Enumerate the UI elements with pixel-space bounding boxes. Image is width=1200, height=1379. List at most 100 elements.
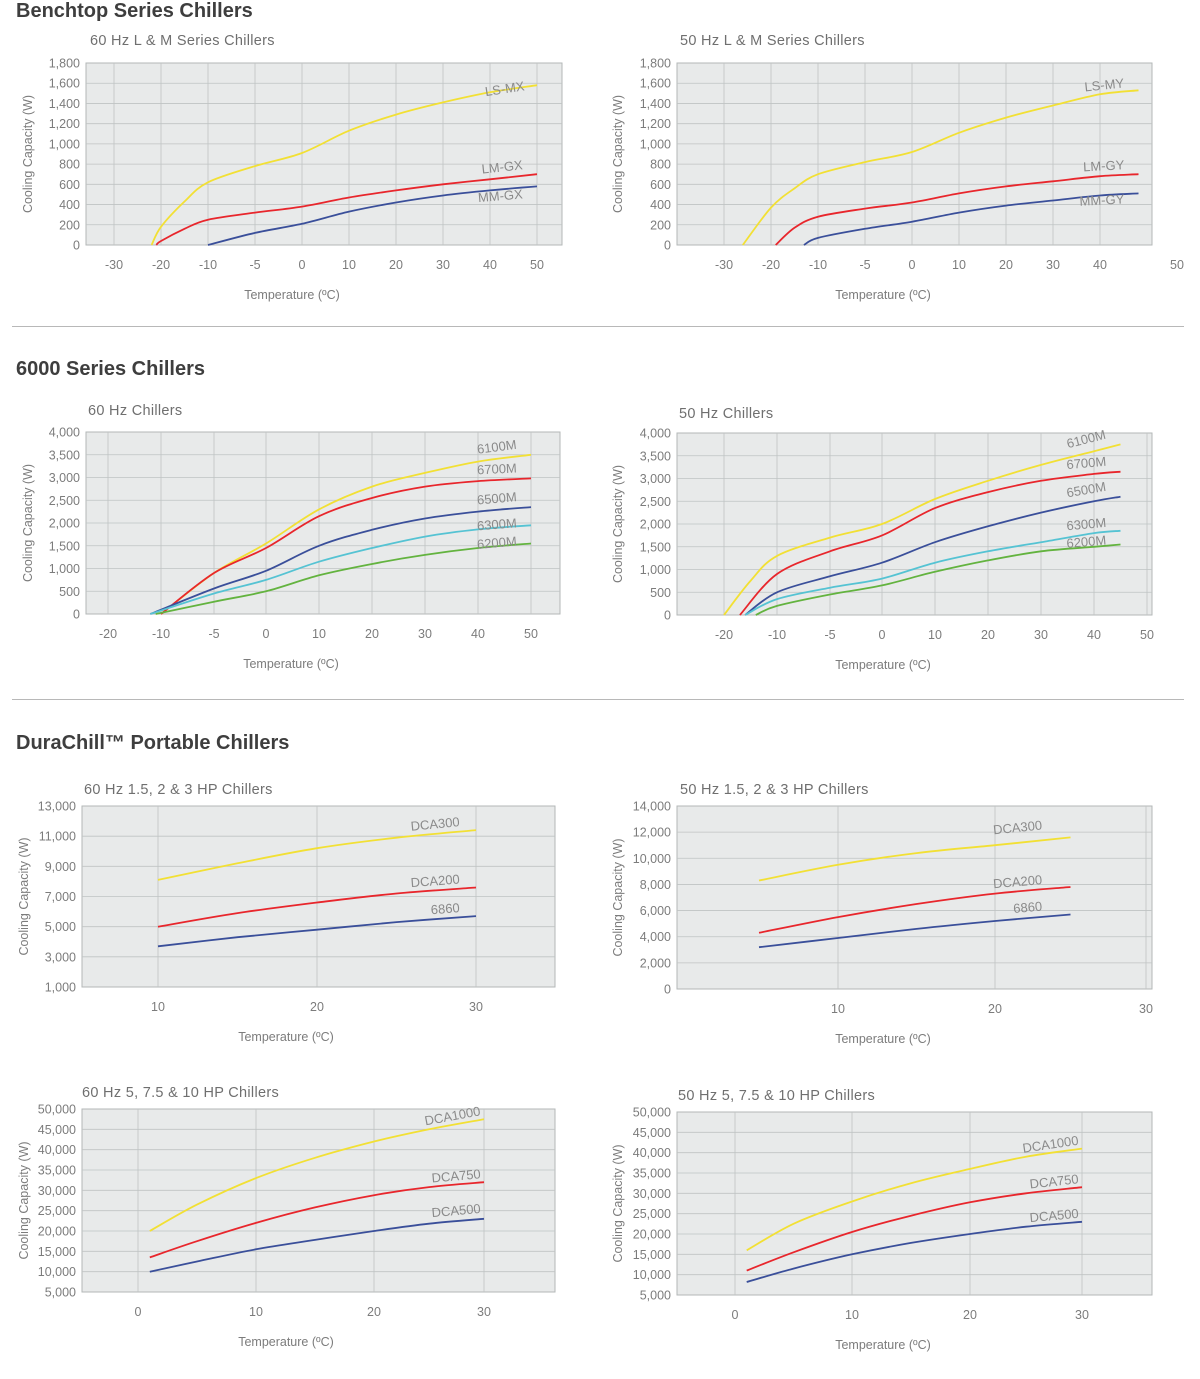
x-tick-label: 50	[1170, 258, 1184, 272]
x-tick-label: 50	[524, 627, 538, 641]
plot-area	[81, 1108, 556, 1293]
y-tick-label: 45,000	[38, 1123, 76, 1137]
x-tick-label: 20	[389, 258, 403, 272]
x-tick-label: 0	[299, 258, 306, 272]
y-tick-label: 200	[650, 218, 671, 232]
y-tick-label: 200	[59, 218, 80, 232]
y-tick-label: 15,000	[633, 1248, 671, 1262]
series-line-dca300	[157, 829, 477, 881]
y-tick-label: 40,000	[38, 1143, 76, 1157]
x-tick-label: 50	[530, 258, 544, 272]
x-tick-label: -30	[715, 258, 733, 272]
x-tick-label: 40	[483, 258, 497, 272]
chart-title: 50 Hz Chillers	[679, 406, 773, 422]
series-label: DCA200	[993, 872, 1043, 891]
series-line-6500m	[150, 506, 532, 615]
y-tick-label: 20,000	[38, 1225, 76, 1239]
series-line-6500m	[744, 495, 1121, 616]
y-tick-label: 10,000	[38, 1265, 76, 1279]
section-divider	[12, 699, 1184, 700]
x-tick-label: 0	[732, 1308, 739, 1322]
x-tick-label: 0	[879, 628, 886, 642]
x-tick-label: 30	[436, 258, 450, 272]
y-tick-label: 1,500	[640, 540, 671, 554]
x-tick-label: 10	[952, 258, 966, 272]
y-tick-label: 4,000	[640, 427, 671, 441]
series-label: 6300M	[476, 515, 517, 533]
y-tick-label: 1,000	[49, 137, 80, 151]
series-line-lm-gx	[155, 173, 538, 246]
y-tick-label: 0	[664, 609, 671, 623]
chart-title: 50 Hz 5, 7.5 & 10 HP Chillers	[678, 1088, 875, 1104]
y-tick-label: 0	[664, 983, 671, 997]
x-tick-label: 30	[1075, 1308, 1089, 1322]
series-line-dca750	[149, 1181, 485, 1259]
chart-title: 60 Hz Chillers	[88, 403, 182, 419]
series-line-mm-gx	[207, 185, 538, 246]
series-label: 6860	[430, 900, 460, 917]
x-tick-label: 30	[477, 1305, 491, 1319]
y-tick-label: 10,000	[633, 852, 671, 866]
series-label: 6860	[1013, 899, 1043, 916]
y-tick-label: 2,000	[640, 518, 671, 532]
y-axis-label: Cooling Capacity (W)	[17, 1141, 31, 1259]
chart-1: 1,8001,6001,4001,2001,0008006004002000-3…	[21, 33, 563, 302]
x-tick-label: 10	[151, 1000, 165, 1014]
section-title-6000: 6000 Series Chillers	[16, 358, 206, 380]
series-line-ls-mx	[150, 84, 538, 246]
chart-7: 50,000 45,000 40,000 35,000 30,000 25,000 20,0…	[17, 1085, 556, 1349]
series-label: 6100M	[476, 437, 517, 457]
series-line-lm-gy	[775, 173, 1139, 246]
series-line-6300m	[150, 524, 532, 615]
chart-title: 60 Hz L & M Series Chillers	[90, 33, 275, 49]
x-axis-label: Temperature (ºC)	[835, 1032, 931, 1046]
y-tick-label: 1,500	[49, 539, 80, 553]
x-tick-label: 0	[909, 258, 916, 272]
y-tick-label: 6,000	[640, 904, 671, 918]
section-title-benchtop: Benchtop Series Chillers	[16, 0, 253, 22]
y-axis-label: Cooling Capacity (W)	[21, 464, 35, 582]
x-tick-label: 20	[367, 1305, 381, 1319]
y-tick-label: 4,000	[640, 930, 671, 944]
series-line-6700m	[739, 470, 1121, 616]
y-tick-label: 1,800	[640, 57, 671, 71]
y-axis-label: Cooling Capacity (W)	[611, 465, 625, 583]
y-tick-label: 1,400	[640, 97, 671, 111]
series-label: DCA750	[1029, 1171, 1079, 1191]
series-label: 6200M	[476, 534, 517, 552]
series-line-6100m	[723, 443, 1121, 616]
series-line-6200m	[755, 543, 1121, 616]
y-tick-label: 40,000	[633, 1146, 671, 1160]
x-tick-label: 20	[981, 628, 995, 642]
series-line-6860	[758, 913, 1071, 949]
y-tick-label: 5,000	[640, 1289, 671, 1303]
series-label: DCA500	[1029, 1206, 1079, 1225]
series-label: 6300M	[1066, 515, 1107, 533]
y-axis-label: Cooling Capacity (W)	[611, 1144, 625, 1262]
x-tick-label: -5	[859, 258, 870, 272]
series-line-6300m	[744, 529, 1121, 616]
series-line-6860	[157, 915, 477, 948]
series-label: MM-GY	[1079, 191, 1125, 208]
series-line-ls-my	[742, 89, 1139, 246]
x-tick-label: 30	[469, 1000, 483, 1014]
plot-area	[676, 805, 1153, 990]
y-tick-label: 11,000	[39, 830, 76, 844]
y-tick-label: 50,000	[633, 1106, 671, 1120]
y-tick-label: 400	[59, 198, 80, 212]
y-tick-label: 5,000	[45, 1286, 76, 1300]
series-line-dca1000	[149, 1118, 485, 1232]
y-tick-label: 0	[664, 239, 671, 253]
x-tick-label: 30	[1034, 628, 1048, 642]
y-tick-label: 30,000	[38, 1184, 76, 1198]
series-label: DCA200	[410, 871, 460, 890]
y-tick-label: 10,000	[633, 1268, 671, 1282]
y-tick-label: 3,000	[49, 471, 80, 485]
series-label: 6700M	[1066, 454, 1107, 472]
series-line-6200m	[155, 542, 532, 615]
x-axis-label: Temperature (ºC)	[243, 657, 339, 671]
chart-title: 50 Hz 1.5, 2 & 3 HP Chillers	[680, 782, 869, 798]
y-tick-label: 1,800	[49, 57, 80, 71]
y-tick-label: 12,000	[633, 826, 671, 840]
